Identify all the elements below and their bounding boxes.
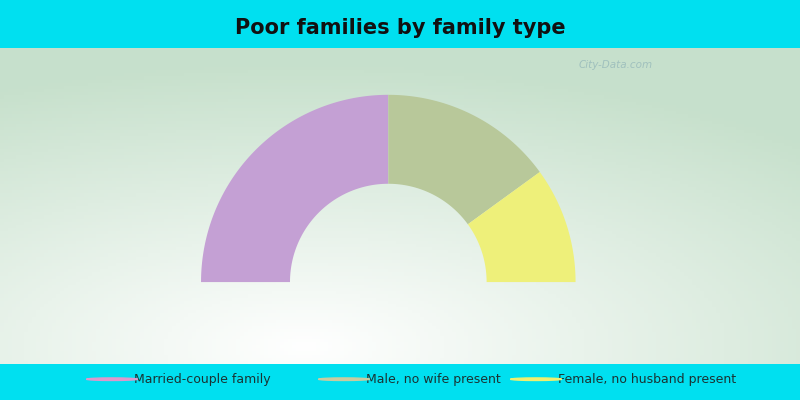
Circle shape bbox=[318, 378, 370, 380]
Polygon shape bbox=[468, 172, 575, 282]
Text: Male, no wife present: Male, no wife present bbox=[366, 373, 501, 386]
Polygon shape bbox=[388, 95, 540, 224]
Circle shape bbox=[510, 378, 562, 380]
Polygon shape bbox=[201, 95, 388, 282]
Text: Married-couple family: Married-couple family bbox=[134, 373, 271, 386]
Text: City-Data.com: City-Data.com bbox=[578, 60, 653, 70]
Text: Female, no husband present: Female, no husband present bbox=[558, 373, 737, 386]
Text: Poor families by family type: Poor families by family type bbox=[234, 18, 566, 38]
Circle shape bbox=[86, 378, 138, 380]
